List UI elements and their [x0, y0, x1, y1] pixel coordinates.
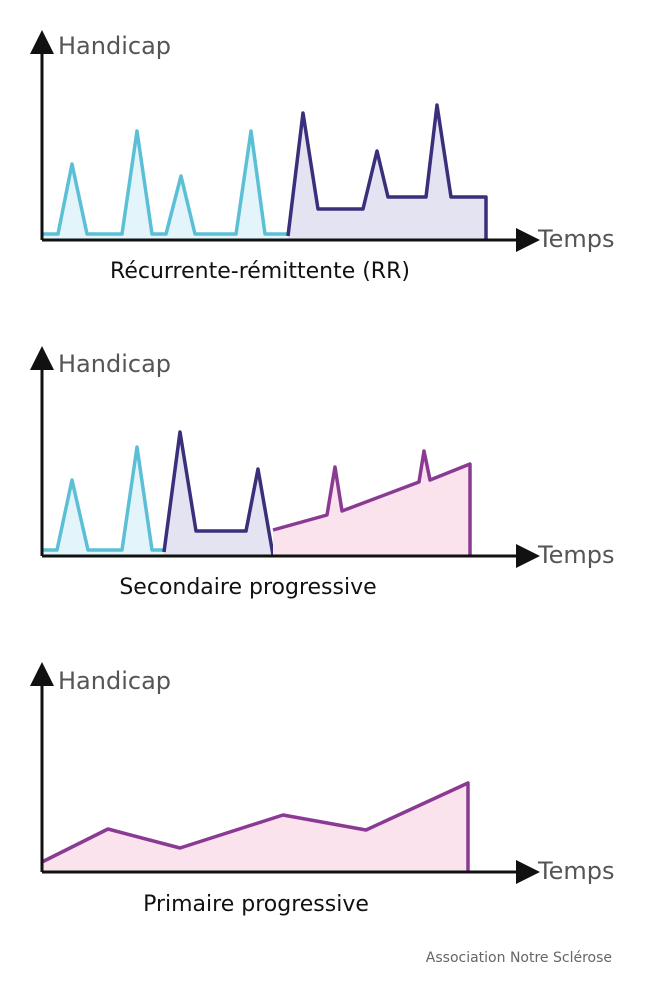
- sp-later-relapses-line: [162, 430, 275, 556]
- pp-progression-area: [42, 783, 468, 872]
- rr-later-relapses-line: [286, 103, 488, 239]
- rr-early-relapses-line: [42, 129, 288, 236]
- x-axis-label: Temps: [537, 225, 614, 253]
- y-axis-label: Handicap: [58, 667, 171, 695]
- credit-text: Association Notre Sclérose: [426, 950, 612, 966]
- y-axis-label: Handicap: [58, 350, 171, 378]
- x-axis-label: Temps: [537, 857, 614, 885]
- chart-caption: Primaire progressive: [143, 892, 369, 917]
- y-axis-label: Handicap: [58, 32, 171, 60]
- chart-relapsing-remitting: Handicap Temps Récurrente-rémittente (RR…: [30, 29, 614, 284]
- sp-later-relapses-area: [164, 432, 273, 556]
- sp-early-relapses-line: [42, 445, 164, 552]
- sp-progression-line: [272, 449, 472, 555]
- sp-progression-area: [273, 451, 470, 556]
- chart-caption: Secondaire progressive: [119, 575, 376, 600]
- rr-later-relapses-area: [288, 105, 486, 240]
- pp-progression-line: [41, 781, 470, 871]
- rr-early-relapses-area: [42, 131, 288, 240]
- chart-secondary-progressive: Handicap Temps Secondaire progressive: [30, 346, 614, 600]
- x-axis-label: Temps: [537, 541, 614, 569]
- chart-caption: Récurrente-rémittente (RR): [110, 259, 410, 284]
- chart-primary-progressive: Handicap Temps Primaire progressive: [30, 662, 614, 917]
